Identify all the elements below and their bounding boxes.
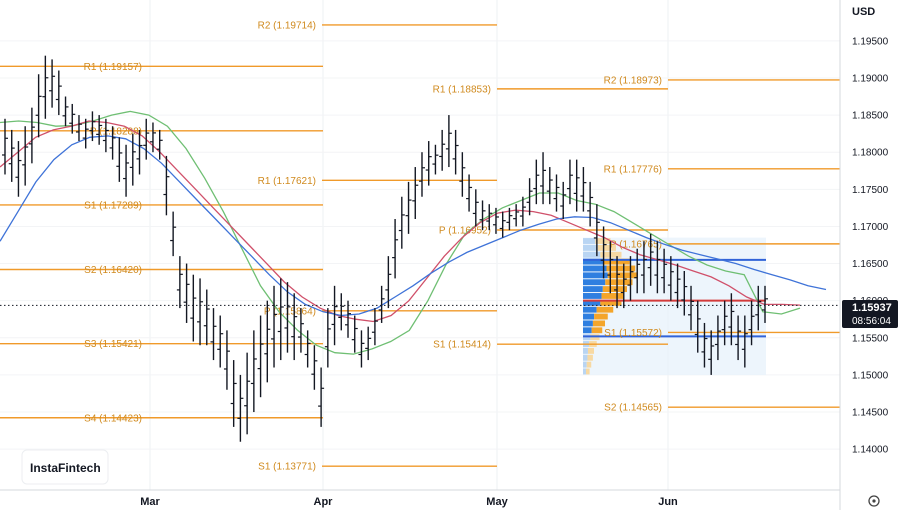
pivot-level-label: S1 (1.15572) [604,328,662,339]
current-price-tag: 1.15937 08:56:04 [842,300,898,328]
pivot-level-label: S1 (1.17289) [84,200,142,211]
volume-profile-bar [592,320,605,327]
settings-gear-icon[interactable] [868,495,880,507]
pivot-level-label: S1 (1.15414) [433,340,491,351]
volume-profile-bar [583,306,597,313]
y-tick-label: 1.16500 [852,259,889,270]
volume-profile-bar [583,251,601,258]
volume-profile-bar [583,368,586,375]
y-tick-label: 1.14500 [852,408,889,419]
current-price-value: 1.15937 [852,302,892,314]
current-price-time: 08:56:04 [852,316,891,327]
pivot-level-label: P (1.16765) [610,239,662,250]
volume-profile-bar [583,265,607,272]
y-tick-label: 1.18500 [852,111,889,122]
pivot-level-label: S2 (1.16420) [84,265,142,276]
volume-profile-bar [601,293,625,299]
volume-profile-bar [583,293,602,299]
volume-profile-bar [586,361,592,368]
volume-profile-bar [583,354,588,361]
logo-text: InstaFintech [30,461,101,475]
volume-profile-bar [583,238,596,244]
volume-profile-bar [596,306,614,313]
pivot-level-label: S4 (1.14423) [84,413,142,424]
y-tick-label: 1.17500 [852,185,889,196]
currency-label[interactable]: USD [852,6,875,18]
volume-profile-bar [606,265,636,272]
volume-profile-bar [602,286,627,293]
pivot-level-label: R1 (1.17776) [604,164,662,175]
volume-profile-bar [587,347,594,354]
x-tick-label: Mar [140,496,160,508]
pivot-level-label: R2 (1.19714) [258,20,316,31]
volume-profile-bar [597,244,616,251]
pivot-level-label: R1 (1.19157) [84,62,142,73]
moving-average-line [0,120,801,323]
x-tick-label: Jun [658,496,678,508]
pivot-level-label: P (1.15864) [264,306,316,317]
y-tick-label: 1.15000 [852,370,889,381]
pivot-level-label: R1 (1.18853) [433,84,491,95]
pivot-level-label: S2 (1.14565) [604,403,662,414]
pivot-level-label: R1 (1.17621) [258,176,316,187]
volume-profile-bar [607,272,638,279]
pivot-level-label: S1 (1.13771) [258,462,316,473]
volume-profile-bar [583,313,595,320]
volume-profile-bar [583,347,588,354]
pivot-level-label: S3 (1.15421) [84,339,142,350]
volume-profile-bar [583,327,592,334]
volume-profile-bar [583,286,603,293]
volume-profile-bar [585,368,590,375]
pivot-level-label: R2 (1.18973) [604,75,662,86]
pivot-level-label: P (1.16952) [439,226,491,237]
y-tick-label: 1.19000 [852,73,889,84]
volume-profile-bar [583,244,598,251]
y-tick-label: 1.15500 [852,333,889,344]
volume-profile-bar [587,354,593,361]
volume-profile-bar [605,279,633,286]
y-tick-label: 1.17000 [852,222,889,233]
volume-profile-bar [583,258,605,265]
moving-average-line [0,110,801,355]
moving-average-line [0,135,827,317]
volume-profile-bar [583,320,593,327]
volume-profile-bar [591,327,603,334]
volume-profile-bar [594,313,608,320]
instafintech-logo: InstaFintech [21,449,109,485]
y-tick-label: 1.19500 [852,36,889,47]
volume-profile-bar [583,299,601,306]
volume-profile-bar [600,299,622,306]
x-tick-label: May [486,496,508,508]
volume-profile-bar [583,361,587,368]
volume-profile-bar [583,272,608,279]
y-tick-label: 1.14000 [852,445,889,456]
y-tick-label: 1.18000 [852,148,889,159]
x-tick-label: Apr [314,496,334,508]
volume-profile-bar [583,279,606,286]
pivot-level-label: P (1.18288) [90,126,142,137]
